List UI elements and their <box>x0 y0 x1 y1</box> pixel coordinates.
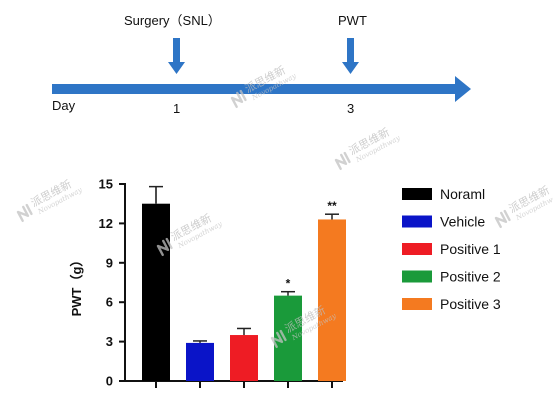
timeline-event-surgery: Surgery（SNL） 1 <box>124 13 221 116</box>
bar <box>274 295 302 381</box>
legend-swatch <box>402 298 432 310</box>
timeline-event-label: Surgery（SNL） <box>124 13 221 28</box>
legend-swatch <box>402 270 432 283</box>
watermark-logo-icon <box>156 237 173 257</box>
bars: *** <box>142 185 346 381</box>
y-tick-label: 3 <box>106 334 113 349</box>
timeline-day-label: Day <box>52 98 76 113</box>
y-axis-label: PWT（g） <box>69 254 84 317</box>
legend-swatch <box>402 215 432 228</box>
legend-label: Noraml <box>440 186 485 202</box>
down-arrow-icon <box>342 38 359 74</box>
legend: Noraml Vehicle Positive 1 Positive 2 Positiv… <box>402 186 501 312</box>
timeline-event-label: PWT <box>338 13 367 28</box>
watermark-logo-icon <box>16 203 33 223</box>
timeline-day-value: 1 <box>173 101 180 116</box>
timeline-event-pwt: PWT 3 <box>338 13 367 116</box>
significance-label: * <box>286 277 291 291</box>
y-tick-label: 15 <box>99 177 113 192</box>
watermark-logo-icon <box>230 89 247 109</box>
timeline-arrow <box>52 76 471 102</box>
watermark-logo-icon <box>494 209 511 229</box>
legend-label: Positive 1 <box>440 241 501 257</box>
watermark-logo-icon <box>334 151 351 171</box>
bar <box>142 203 170 381</box>
watermark-logo-icon <box>270 329 287 349</box>
bar <box>230 335 258 381</box>
y-tick-label: 9 <box>106 255 113 270</box>
timeline-day-value: 3 <box>347 101 354 116</box>
bar <box>186 342 214 381</box>
legend-label: Positive 2 <box>440 269 501 285</box>
legend-label: Positive 3 <box>440 296 501 312</box>
timeline: Day Surgery（SNL） 1 PWT 3 <box>52 13 471 116</box>
legend-swatch <box>402 188 432 200</box>
y-tick-label: 12 <box>99 216 113 231</box>
down-arrow-icon <box>168 38 185 74</box>
legend-label: Vehicle <box>440 214 485 230</box>
y-ticks: 0 3 6 9 12 15 <box>99 177 125 389</box>
bar <box>318 219 346 381</box>
y-tick-label: 0 <box>106 374 113 389</box>
y-tick-label: 6 <box>106 295 113 310</box>
significance-label: ** <box>327 199 337 213</box>
x-ticks <box>155 381 333 388</box>
legend-swatch <box>402 243 432 255</box>
